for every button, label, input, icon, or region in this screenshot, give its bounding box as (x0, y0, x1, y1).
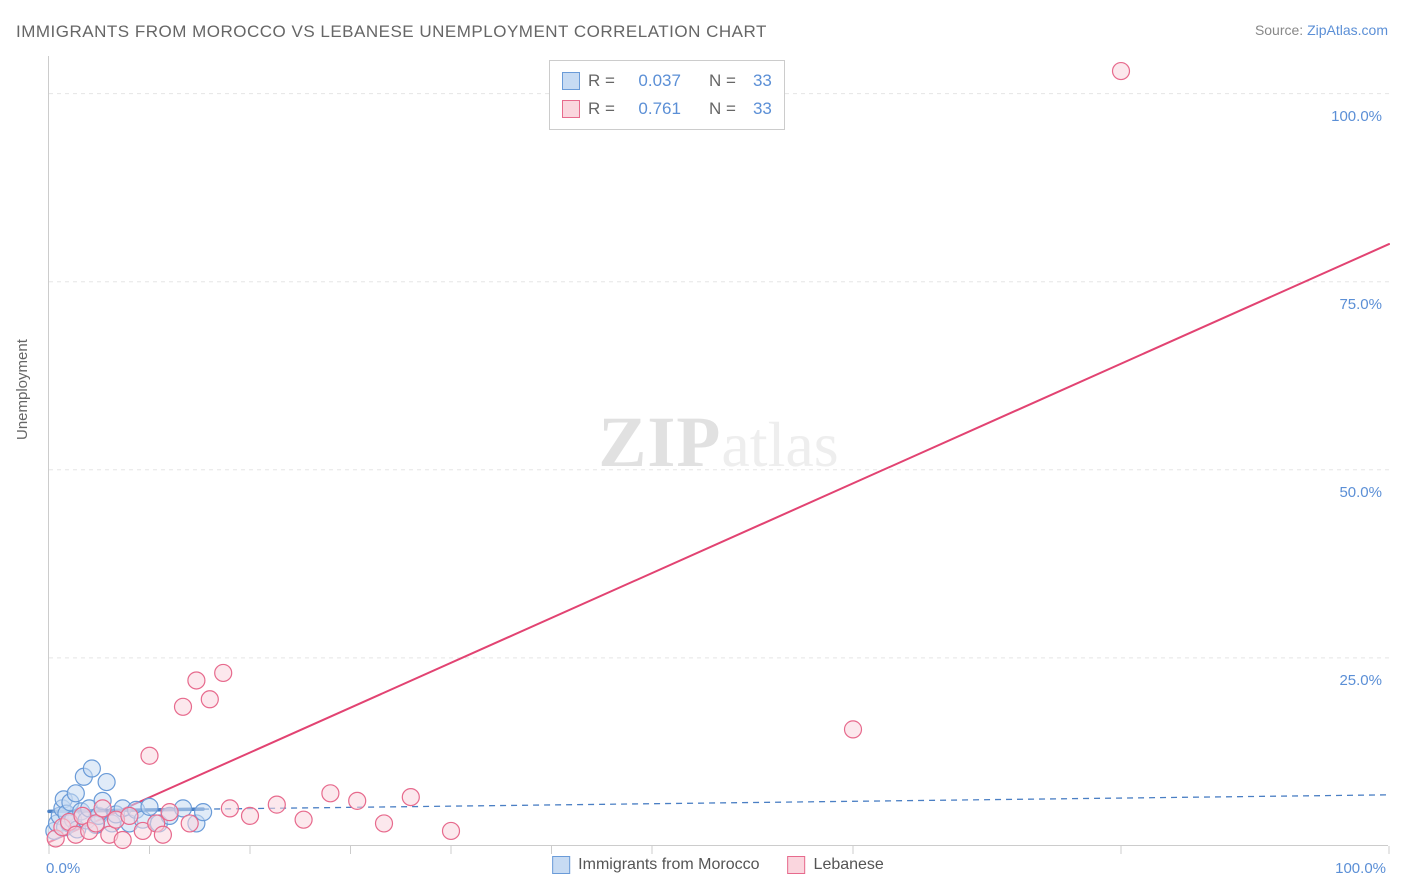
y-axis-label: Unemployment (14, 339, 31, 440)
stats-n-value: 33 (744, 71, 772, 91)
legend-swatch (562, 100, 580, 118)
x-legend-item: Immigrants from Morocco (552, 856, 759, 874)
plot-frame: ZIPatlas R = 0.037N = 33R = 0.761N = 33 (48, 56, 1388, 846)
stats-r-label: R = (588, 99, 615, 119)
plot-svg (49, 56, 1389, 846)
chart-title: IMMIGRANTS FROM MOROCCO VS LEBANESE UNEM… (16, 22, 767, 42)
x-tick-min: 0.0% (46, 860, 80, 877)
x-legend: Immigrants from Morocco Lebanese (552, 856, 884, 874)
y-tick-label: 100.0% (1302, 108, 1382, 125)
y-tick-label: 50.0% (1302, 484, 1382, 501)
stats-r-value: 0.761 (623, 99, 681, 119)
chart-container: IMMIGRANTS FROM MOROCCO VS LEBANESE UNEM… (0, 0, 1406, 892)
x-legend-label: Lebanese (814, 856, 884, 874)
x-legend-label: Immigrants from Morocco (578, 856, 759, 874)
stats-row: R = 0.761 N = 33 (562, 95, 772, 123)
source-label: Source: (1255, 22, 1307, 38)
stats-r-label: R = (588, 71, 615, 91)
stats-n-label: N = (709, 99, 736, 119)
stats-n-label: N = (709, 71, 736, 91)
stats-r-value: 0.037 (623, 71, 681, 91)
stats-row: R = 0.037 N = 33 (562, 67, 772, 95)
source-attribution: Source: ZipAtlas.com (1255, 22, 1388, 38)
x-tick-max: 100.0% (1335, 860, 1386, 877)
stats-legend: R = 0.037 N = 33 R = 0.761 N = 33 (549, 60, 785, 130)
x-legend-item: Lebanese (788, 856, 884, 874)
plot-area: ZIPatlas R = 0.037N = 33R = 0.761N = 33 … (48, 56, 1388, 846)
legend-swatch (788, 856, 806, 874)
legend-swatch (552, 856, 570, 874)
y-tick-label: 75.0% (1302, 296, 1382, 313)
y-tick-label: 25.0% (1302, 672, 1382, 689)
legend-swatch (562, 72, 580, 90)
stats-n-value: 33 (744, 99, 772, 119)
source-link[interactable]: ZipAtlas.com (1307, 22, 1388, 38)
